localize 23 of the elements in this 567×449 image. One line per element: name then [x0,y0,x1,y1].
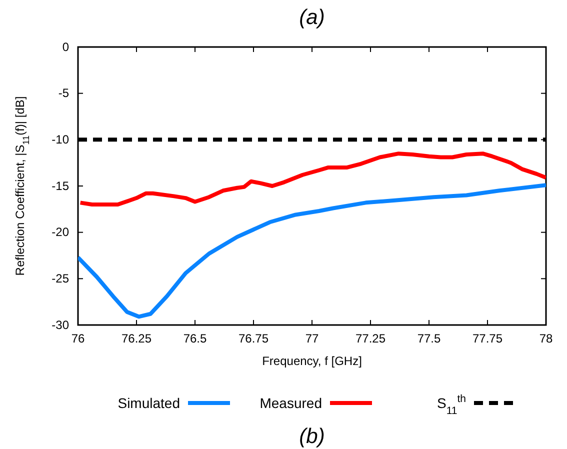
y-tick-label: 0 [62,40,70,54]
x-tick-label: 77.5 [417,332,441,346]
y-tick-label: -5 [58,86,70,100]
x-tick-label: 76.25 [121,332,152,346]
legend-label: Measured [260,395,322,411]
x-tick-label: 76 [71,332,85,346]
line-series [78,183,546,319]
y-tick-label: -20 [52,225,70,240]
x-tick-label: 76.75 [238,332,269,346]
y-tick-label: -15 [52,178,70,193]
y-tick-label: -10 [52,132,70,147]
x-tick-label: 76.5 [183,332,207,346]
line-series [78,152,546,207]
chart-title: (a) [299,6,325,29]
y-tick-label: -30 [52,318,70,332]
x-tick-label: 77.25 [355,332,386,346]
x-axis-title: Frequency, f [GHz] [262,354,362,368]
legend-label: Simulated [118,395,180,411]
x-tick-label: 77.75 [472,332,503,346]
x-tick-label: 77 [305,332,319,346]
text: (b) [299,425,325,448]
x-tick-label: 78 [539,332,553,346]
y-tick-label: -25 [52,272,70,286]
